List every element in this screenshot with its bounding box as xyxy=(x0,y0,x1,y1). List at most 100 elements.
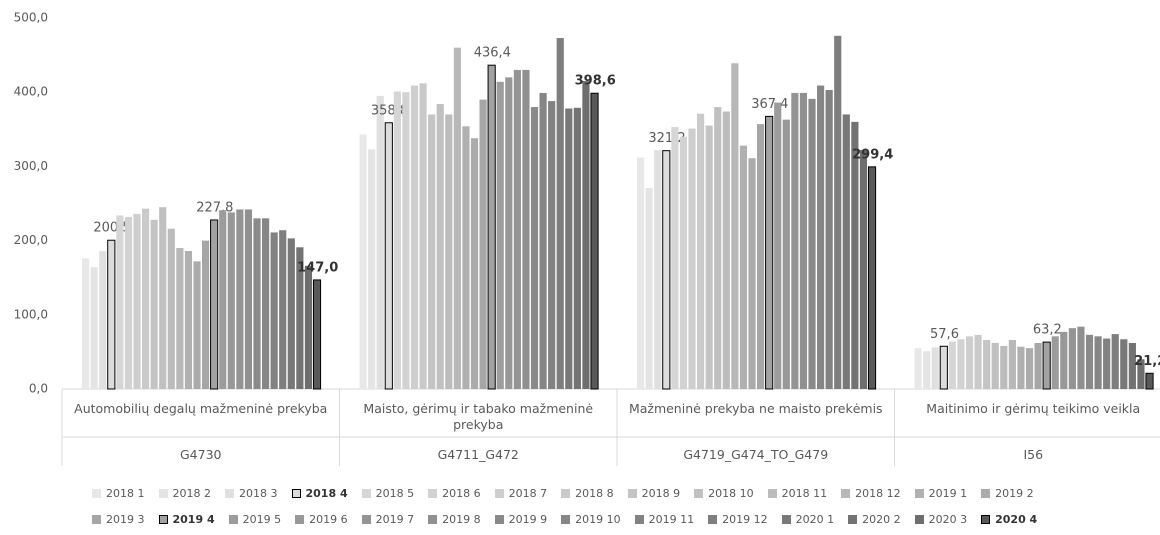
value-label: 367,4 xyxy=(751,97,788,112)
value-label: 299,4 xyxy=(852,147,893,162)
legend-swatch xyxy=(92,515,101,524)
legend-label: 2018 12 xyxy=(855,487,901,500)
y-tick-label: 100,0 xyxy=(14,307,48,321)
bar xyxy=(159,207,167,389)
legend-item: 2020 2 xyxy=(848,513,901,526)
bar xyxy=(842,114,850,390)
bar xyxy=(539,92,547,389)
bar xyxy=(419,83,427,390)
legend-item: 2018 5 xyxy=(361,487,414,500)
legend-label: 2019 12 xyxy=(722,513,768,526)
bar xyxy=(368,149,376,389)
value-label: 63,2 xyxy=(1033,323,1062,338)
category-label: Maitinimo ir gėrimų teikimo veikla xyxy=(926,401,1141,416)
bar xyxy=(513,69,521,389)
bar xyxy=(150,219,158,389)
bar xyxy=(236,209,244,389)
legend-item: 2018 7 xyxy=(494,487,548,500)
value-label: 398,6 xyxy=(575,74,616,89)
legend-swatch xyxy=(428,489,438,498)
bar xyxy=(479,99,487,390)
bar xyxy=(782,119,790,390)
bar xyxy=(774,102,782,389)
legend-item: 2019 12 xyxy=(708,513,768,526)
bar xyxy=(116,215,124,389)
bar xyxy=(244,209,253,389)
bar xyxy=(582,81,590,389)
bar xyxy=(859,150,868,389)
legend-label: 2018 7 xyxy=(508,487,548,500)
legend-label: 2018 2 xyxy=(172,487,212,500)
bar xyxy=(219,210,227,389)
legend-label: 2020 1 xyxy=(795,513,835,526)
bar xyxy=(748,158,756,389)
bar xyxy=(1128,342,1136,389)
bar xyxy=(453,47,461,390)
bar xyxy=(739,145,748,389)
legend-label: 2018 10 xyxy=(708,487,754,500)
category-group-label: G4711_G472 xyxy=(437,447,519,462)
legend-swatch xyxy=(561,489,571,498)
bar xyxy=(1120,339,1128,389)
legend-label: 2019 5 xyxy=(242,513,282,526)
bar xyxy=(948,341,956,389)
legend-label: 2019 10 xyxy=(575,513,621,526)
bar xyxy=(645,187,653,389)
legend-item: 2019 5 xyxy=(228,513,282,526)
bar xyxy=(556,38,564,390)
legend-swatch xyxy=(914,515,924,524)
legend-item: 2018 10 xyxy=(694,487,754,500)
legend-label: 2019 11 xyxy=(648,513,695,526)
legend-item: 2018 12 xyxy=(841,487,901,500)
legend-label: 2020 4 xyxy=(995,513,1038,526)
bar xyxy=(82,258,90,389)
bar xyxy=(957,339,965,389)
legend-swatch xyxy=(841,489,851,498)
bar xyxy=(757,124,765,389)
bar xyxy=(428,114,436,390)
bar xyxy=(496,81,504,389)
bar xyxy=(808,98,816,390)
bar xyxy=(1085,334,1094,389)
bar xyxy=(714,107,722,389)
bar xyxy=(393,91,401,389)
bar xyxy=(107,239,116,390)
bar xyxy=(965,336,974,389)
bar xyxy=(791,92,799,389)
bar xyxy=(573,107,581,390)
legend-swatch xyxy=(634,515,644,524)
legend-label: 2018 8 xyxy=(575,487,614,500)
bar xyxy=(817,85,825,389)
bar xyxy=(1068,328,1076,389)
legend-swatch xyxy=(627,489,637,498)
legend-swatch xyxy=(914,489,924,498)
legend-label: 2019 6 xyxy=(309,513,348,526)
legend-item: 2018 4 xyxy=(291,487,348,500)
legend-label: 2018 4 xyxy=(305,487,348,500)
bar xyxy=(410,85,419,389)
bar xyxy=(436,104,444,390)
bar xyxy=(312,279,322,390)
bar xyxy=(124,216,133,389)
bar xyxy=(1017,346,1025,389)
bar xyxy=(1034,342,1042,389)
legend-swatch xyxy=(494,515,504,524)
legend-swatch xyxy=(848,515,858,524)
bar xyxy=(270,232,278,389)
bar xyxy=(705,125,713,389)
bar xyxy=(834,35,842,390)
category-group-label: I56 xyxy=(1023,447,1044,462)
bar xyxy=(1145,372,1154,390)
legend-item: 2019 1 xyxy=(914,487,967,500)
bar xyxy=(731,63,739,390)
legend-label: 2019 2 xyxy=(995,487,1034,500)
bar xyxy=(90,267,98,389)
legend-swatch xyxy=(494,489,504,498)
bar xyxy=(296,247,304,389)
bar xyxy=(487,64,496,390)
legend-label: 2018 11 xyxy=(781,487,828,500)
bar xyxy=(1042,341,1051,390)
bar xyxy=(688,128,696,390)
y-tick-label: 0,0 xyxy=(29,382,48,396)
